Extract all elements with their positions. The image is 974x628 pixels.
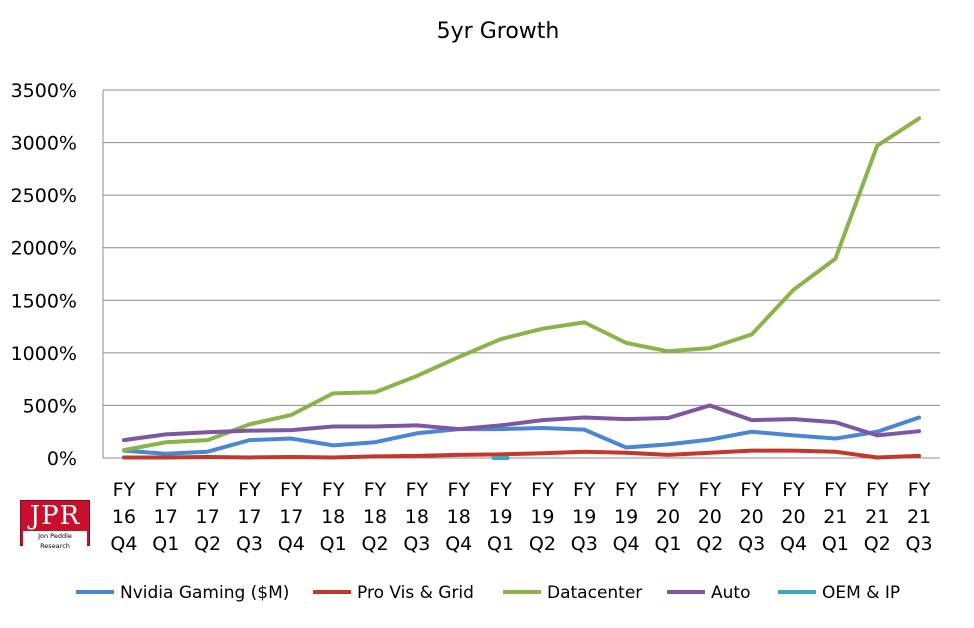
x-tick-label: 21	[865, 506, 889, 528]
y-tick-label: 1000%	[11, 343, 77, 365]
series-line	[121, 415, 922, 456]
x-tick-label: FY	[447, 479, 470, 501]
x-tick-label: Q3	[236, 533, 263, 555]
x-tick-label: FY	[364, 479, 387, 501]
y-tick-label: 2000%	[11, 238, 77, 260]
x-tick-label: 19	[488, 506, 512, 528]
y-tick-label: 2500%	[11, 185, 77, 207]
x-tick-label: Q1	[320, 533, 347, 555]
x-tick-label: FY	[196, 479, 219, 501]
x-tick-label: FY	[531, 479, 554, 501]
series-lines	[121, 116, 922, 460]
x-tick-label: Q4	[613, 533, 640, 555]
x-tick-label: 17	[196, 506, 220, 528]
x-tick-label: Q1	[152, 533, 179, 555]
y-tick-label: 3500%	[11, 80, 77, 102]
x-tick-label: 17	[279, 506, 303, 528]
x-tick-label: FY	[113, 479, 136, 501]
x-tick-label: FY	[866, 479, 889, 501]
x-tick-label: Q4	[110, 533, 137, 555]
legend-label: Nvidia Gaming ($M)	[120, 583, 289, 603]
x-tick-label: FY	[406, 479, 429, 501]
x-tick-label: Q3	[403, 533, 430, 555]
x-tick-label: FY	[322, 479, 345, 501]
legend-label: Pro Vis & Grid	[357, 583, 474, 603]
x-tick-label: 20	[740, 506, 764, 528]
x-tick-label: 19	[572, 506, 596, 528]
x-tick-label: FY	[782, 479, 805, 501]
x-tick-label: Q1	[654, 533, 681, 555]
logo-subtitle: Jon Peddie Research	[23, 531, 87, 551]
series-line	[121, 403, 922, 443]
x-tick-label: FY	[908, 479, 931, 501]
legend-label: OEM & IP	[822, 583, 900, 603]
y-tick-label: 3000%	[11, 133, 77, 155]
x-tick-label: Q3	[571, 533, 598, 555]
x-tick-label: FY	[573, 479, 596, 501]
logo-mark: JPR	[29, 501, 81, 531]
x-tick-label: Q2	[362, 533, 389, 555]
x-tick-label: 17	[237, 506, 261, 528]
x-tick-label: 18	[321, 506, 345, 528]
gridlines	[102, 89, 940, 459]
x-tick-label: Q4	[278, 533, 305, 555]
y-tick-label: 1500%	[11, 290, 77, 312]
x-tick-label: Q2	[696, 533, 723, 555]
x-tick-label: FY	[489, 479, 512, 501]
x-tick-label: Q2	[529, 533, 556, 555]
series-line	[121, 448, 922, 460]
x-tick-label: FY	[657, 479, 680, 501]
x-tick-label: FY	[824, 479, 847, 501]
x-tick-label: 16	[112, 506, 136, 528]
x-tick-label: Q2	[864, 533, 891, 555]
x-tick-label: 21	[907, 506, 931, 528]
x-tick-label: FY	[699, 479, 722, 501]
x-tick-label: 18	[447, 506, 471, 528]
x-tick-label: FY	[155, 479, 178, 501]
x-tick-label: Q1	[822, 533, 849, 555]
x-tick-label: 17	[154, 506, 178, 528]
legend: Nvidia Gaming ($M) Pro Vis & Grid Datacent…	[76, 583, 900, 603]
x-tick-label: 21	[823, 506, 847, 528]
y-tick-label: 0%	[47, 448, 77, 470]
x-tick-label: 19	[530, 506, 554, 528]
x-tick-label: 20	[698, 506, 722, 528]
x-axis-tick-labels: FY 16 Q4 FY 17 Q1 FY 17 Q2 FY 17 Q3 FY 17 Q4 FY 18 Q1 FY 18…	[110, 479, 932, 555]
jpr-logo: JPR Jon Peddie Research	[20, 500, 90, 551]
x-tick-label: 20	[781, 506, 805, 528]
y-axis-tick-labels: 0% 500% 1000% 1500% 2000% 2500% 3000% 3500%	[11, 80, 77, 470]
x-tick-label: Q3	[906, 533, 933, 555]
x-tick-label: 20	[656, 506, 680, 528]
x-tick-label: FY	[238, 479, 261, 501]
series-line	[121, 116, 922, 453]
y-tick-label: 500%	[23, 395, 77, 417]
x-tick-label: 19	[614, 506, 638, 528]
x-tick-label: FY	[740, 479, 763, 501]
x-tick-label: Q4	[780, 533, 807, 555]
x-tick-label: Q3	[738, 533, 765, 555]
x-tick-label: FY	[280, 479, 303, 501]
x-tick-label: 18	[405, 506, 429, 528]
legend-label: Datacenter	[547, 583, 642, 603]
x-tick-label: Q2	[194, 533, 221, 555]
x-tick-label: FY	[615, 479, 638, 501]
legend-label: Auto	[711, 583, 750, 603]
x-tick-label: Q1	[487, 533, 514, 555]
x-tick-label: 18	[363, 506, 387, 528]
chart-title: 5yr Growth	[437, 19, 560, 44]
x-tick-label: Q4	[445, 533, 472, 555]
